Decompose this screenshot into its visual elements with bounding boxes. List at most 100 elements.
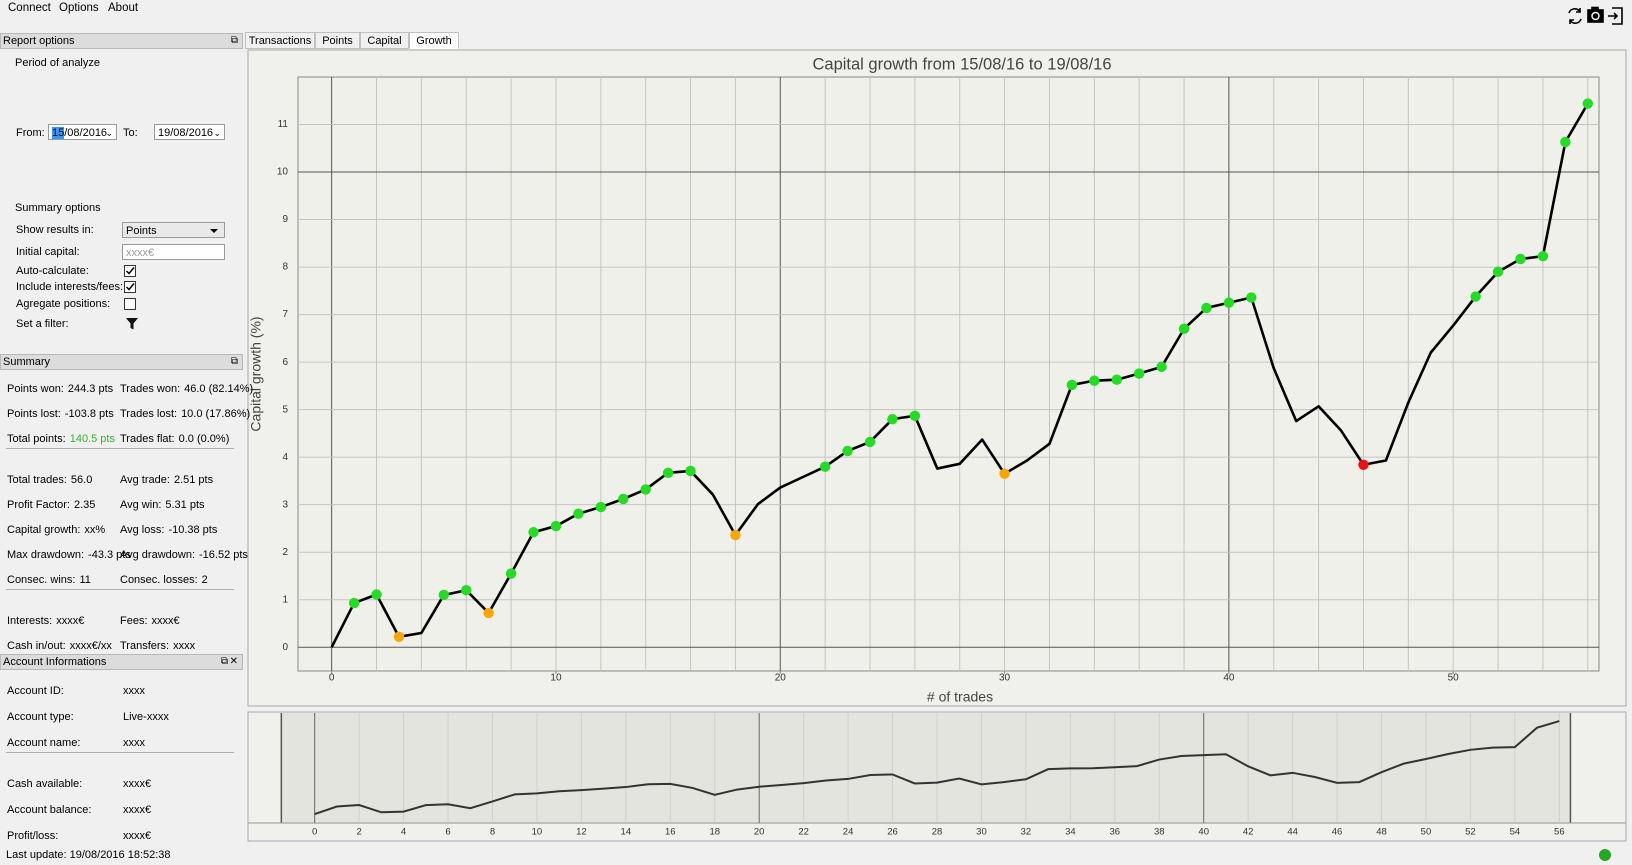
x-tick-label: 52: [1465, 827, 1476, 838]
summary-item: Fees: xxxx€: [120, 614, 180, 628]
item-value: xx%: [84, 524, 106, 536]
data-point: [595, 501, 607, 513]
item-value: xxxx: [123, 737, 145, 749]
x-tick-label: 42: [1243, 827, 1254, 838]
exit-button[interactable]: [1608, 7, 1623, 25]
data-point: [1582, 98, 1593, 109]
x-tick-label: 2: [356, 827, 361, 838]
item-label: Avg drawdown:: [120, 549, 196, 561]
x-tick-label: 56: [1554, 827, 1565, 838]
x-tick-label: 54: [1510, 827, 1521, 838]
menu-item[interactable]: Connect: [8, 2, 51, 14]
y-tick-label: 3: [282, 499, 288, 510]
summary-item: Trades lost: 10.0 (17.86%): [120, 407, 250, 421]
label: Show results in:: [16, 224, 94, 236]
x-tick-label: 36: [1110, 827, 1121, 838]
summary-item: Avg loss: -10.38 pts: [120, 523, 217, 537]
date-input[interactable]: 15/08/2016 ⌄: [48, 124, 117, 140]
item-value: 244.3 pts: [67, 383, 114, 395]
item-label: Capital growth:: [7, 524, 81, 536]
data-point: [864, 436, 876, 448]
item-label: Trades lost:: [120, 408, 178, 420]
item-label: Points won:: [7, 383, 64, 395]
x-tick-label: 14: [621, 827, 632, 838]
item-label: Account name:: [7, 737, 81, 749]
summary-item: Max drawdown: -43.3 pts: [7, 548, 131, 562]
item-value: 46.0 (82.14%): [184, 383, 254, 395]
filter-button[interactable]: [125, 317, 139, 331]
float-button[interactable]: ⧉: [230, 356, 238, 367]
data-point: [1560, 136, 1571, 148]
data-point: [348, 597, 360, 609]
separator: [6, 448, 234, 449]
x-tick-label: 30: [999, 673, 1011, 684]
item-label: Profit Factor:: [7, 499, 70, 511]
data-point: [1066, 379, 1078, 391]
item-value: 140.5 pts: [69, 433, 115, 445]
refresh-button[interactable]: [1568, 8, 1582, 24]
x-tick-label: 48: [1376, 827, 1387, 838]
item-value: 10.0 (17.86%): [181, 408, 251, 420]
screenshot-button[interactable]: [1587, 6, 1604, 23]
plot-area: [297, 76, 1600, 672]
checkbox[interactable]: [124, 298, 136, 310]
y-tick-label: 0: [282, 642, 288, 653]
menu-item[interactable]: Options: [59, 2, 99, 14]
dropdown-value: Points: [126, 225, 157, 237]
float-button[interactable]: ⧉: [230, 35, 238, 46]
x-tick-label: 24: [843, 827, 854, 838]
summary-item: Avg drawdown: -16.52 pts: [120, 548, 248, 562]
item-value: xxxx€: [56, 615, 85, 627]
tab[interactable]: Capital: [360, 32, 409, 49]
label: To:: [123, 127, 138, 139]
item-label: Cash in/out:: [7, 640, 66, 652]
separator: [6, 589, 234, 590]
data-point: [1492, 266, 1504, 278]
data-point: [640, 484, 651, 495]
data-point: [1178, 323, 1190, 335]
float-button[interactable]: ⧉: [220, 656, 228, 667]
data-point: [1537, 250, 1549, 262]
tab[interactable]: Transactions: [245, 32, 315, 49]
text-input[interactable]: xxxx€: [122, 244, 225, 260]
x-tick-label: 30: [976, 827, 987, 838]
connection-indicator: [1599, 849, 1611, 861]
label: Include interests/fees:: [16, 281, 124, 293]
summary-item: Consec. wins: 11: [7, 573, 91, 587]
checkbox[interactable]: [124, 265, 136, 277]
navigator-window: [281, 713, 1571, 824]
summary-item: Total trades: 56.0: [7, 473, 92, 487]
section-title: Summary: [3, 356, 51, 368]
item-value: -16.52 pts: [199, 549, 248, 561]
summary-item: Consec. losses: 2: [120, 573, 208, 587]
x-tick-label: 38: [1154, 827, 1165, 838]
item-label: Profit/loss:: [7, 830, 59, 842]
x-tick-label: 28: [932, 827, 943, 838]
dropdown[interactable]: Points: [122, 222, 225, 238]
y-tick-label: 1: [282, 594, 288, 605]
label: Summary options: [15, 202, 101, 214]
data-point: [662, 467, 674, 479]
x-tick-label: 0: [312, 827, 317, 838]
menu-item[interactable]: About: [108, 2, 139, 14]
summary-item: Avg win: 5.31 pts: [120, 498, 205, 512]
item-label: Points lost:: [7, 408, 61, 420]
item-label: Max drawdown:: [7, 549, 85, 561]
data-point: [1111, 374, 1122, 385]
data-point: [505, 568, 517, 579]
item-label: Trades flat:: [120, 433, 175, 445]
y-tick-label: 10: [277, 167, 289, 178]
item-value: 2.51 pts: [173, 474, 214, 486]
tab[interactable]: Growth: [409, 32, 459, 49]
checkbox[interactable]: [124, 281, 136, 293]
label: Period of analyze: [15, 57, 100, 69]
date-input[interactable]: 19/08/2016 ⌄: [154, 124, 225, 140]
data-point: [483, 607, 494, 619]
section-title: Report options: [3, 35, 75, 47]
data-point: [573, 508, 584, 519]
section-title: Account Informations: [3, 656, 107, 668]
section-header: Report options ⧉: [0, 33, 243, 49]
close-button[interactable]: ✕: [229, 656, 238, 667]
tab[interactable]: Points: [315, 32, 360, 49]
